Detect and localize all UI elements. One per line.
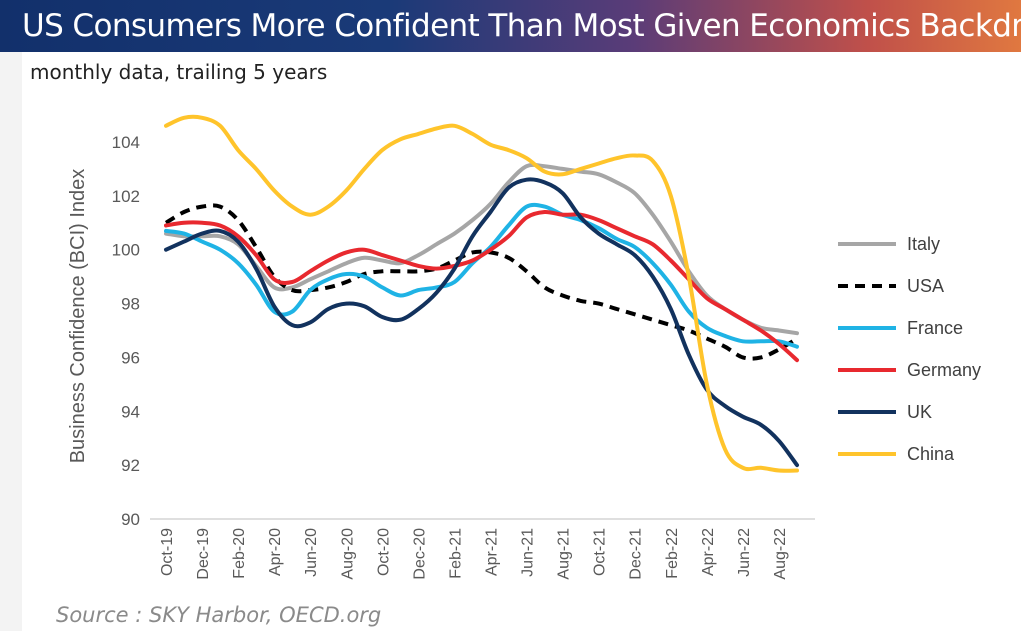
legend-label-germany: Germany	[907, 360, 981, 380]
y-tick-label: 96	[121, 348, 140, 367]
x-tick-label: Apr-21	[484, 528, 501, 576]
x-tick-label: Feb-21	[447, 528, 464, 579]
y-tick-label: 98	[121, 295, 140, 314]
x-tick-label: Dec-20	[411, 528, 428, 580]
series-line-germany	[164, 209, 799, 363]
y-tick-label: 90	[121, 510, 140, 529]
x-tick-label: Jun-22	[736, 528, 753, 577]
legend-label-usa: USA	[907, 276, 944, 296]
source-note: Source : SKY Harbor, OECD.org	[56, 603, 382, 627]
x-axis-ticks: Oct-19 Dec-19 Feb-20 Apr-20 Jun-20 Aug-20 Oct-…	[159, 528, 789, 580]
series-line-uk	[164, 177, 799, 468]
y-tick-label: 104	[112, 133, 140, 152]
y-tick-label: 94	[121, 402, 140, 421]
x-tick-label: Aug-20	[339, 528, 356, 580]
x-tick-label: Jun-20	[303, 528, 320, 577]
title-banner: US Consumers More Confident Than Most Gi…	[0, 0, 1021, 52]
x-tick-label: Dec-21	[628, 528, 645, 580]
series-line-china	[164, 114, 799, 473]
chart-subtitle: monthly data, trailing 5 years	[30, 60, 328, 84]
x-tick-label: Apr-22	[700, 528, 717, 576]
series-line-italy	[164, 162, 799, 336]
y-axis-label: Business Confidence (BCI) Index	[67, 169, 89, 464]
y-tick-label: 100	[112, 241, 140, 260]
x-tick-label: Aug-22	[772, 528, 789, 580]
legend-label-italy: Italy	[907, 234, 940, 254]
legend: Italy USA France Germany UK China	[838, 234, 981, 464]
x-tick-label: Apr-20	[267, 528, 284, 576]
legend-label-china: China	[907, 444, 955, 464]
x-tick-label: Oct-20	[375, 528, 392, 576]
x-tick-label: Aug-21	[556, 528, 573, 580]
left-margin-strip	[0, 52, 22, 631]
y-axis-ticks: 90 92 94 96 98 100 102 104	[112, 133, 140, 529]
y-tick-label: 92	[121, 456, 140, 475]
x-tick-label: Feb-22	[664, 528, 681, 579]
x-tick-label: Oct-19	[159, 528, 176, 576]
y-tick-label: 102	[112, 187, 140, 206]
x-tick-label: Oct-21	[592, 528, 609, 576]
chart-title: US Consumers More Confident Than Most Gi…	[22, 8, 1021, 44]
series-line-usa	[164, 203, 799, 361]
legend-label-uk: UK	[907, 402, 932, 422]
series-lines	[164, 114, 799, 473]
x-tick-label: Dec-19	[195, 528, 212, 580]
legend-label-france: France	[907, 318, 963, 338]
x-tick-label: Feb-20	[231, 528, 248, 579]
x-tick-label: Jun-21	[520, 528, 537, 577]
